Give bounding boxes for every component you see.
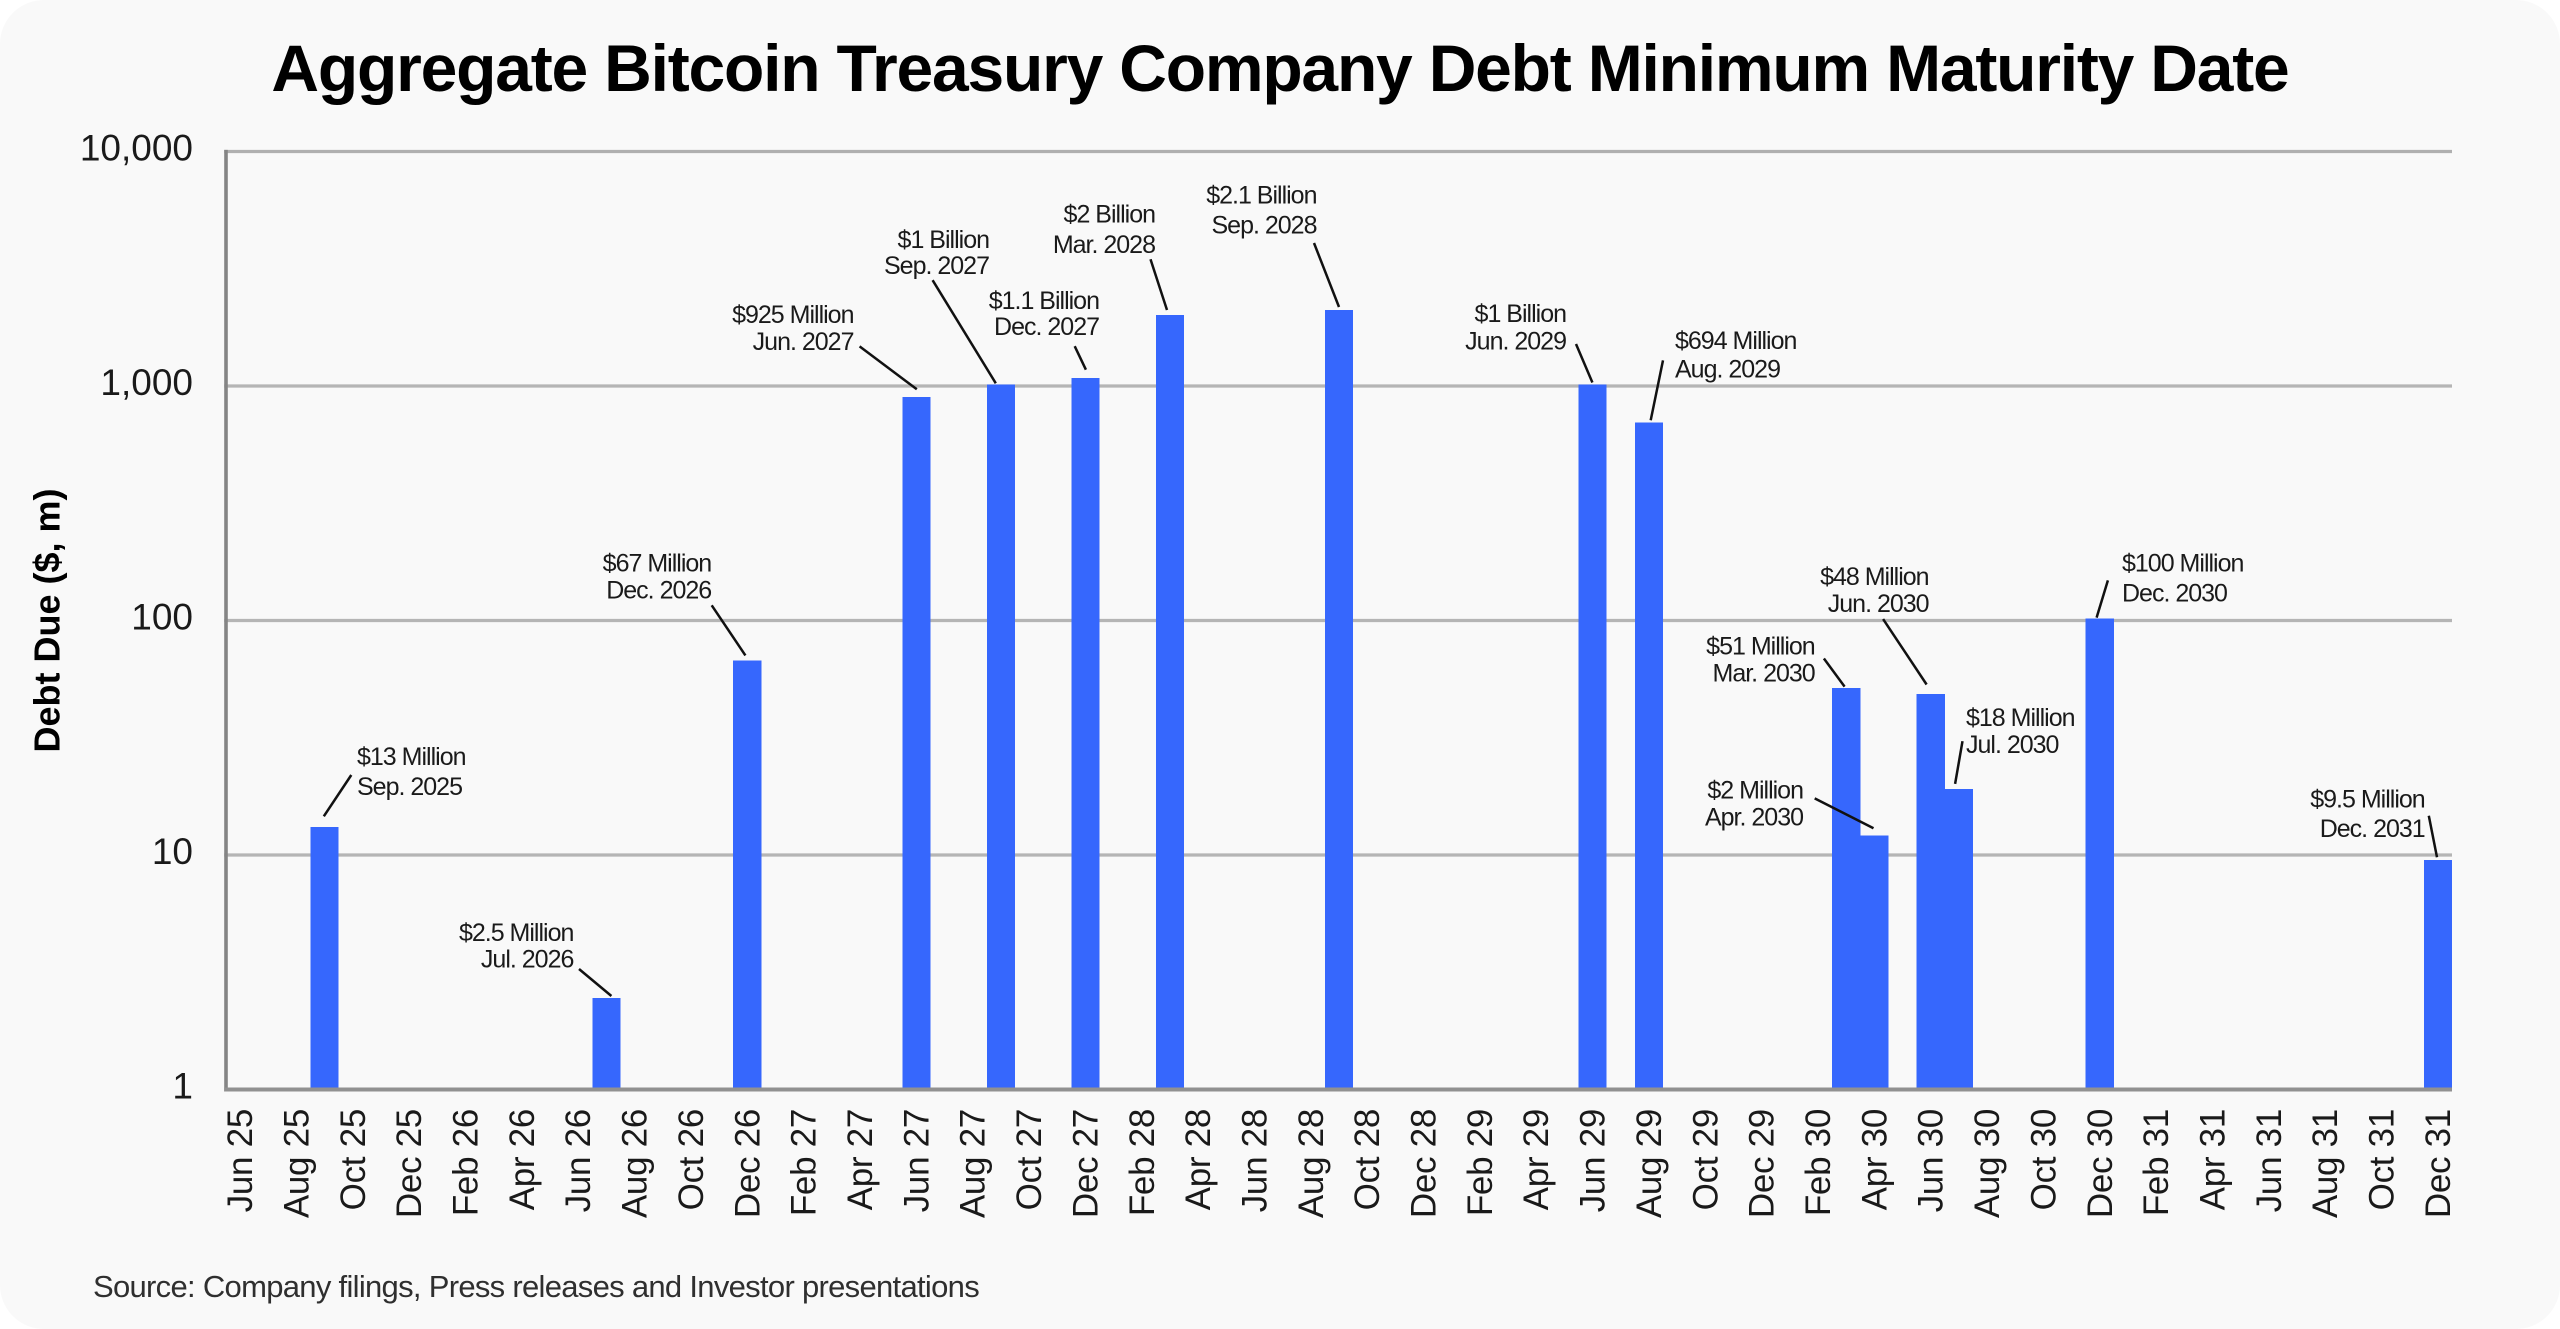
- svg-text:Jun 25: Jun 25: [221, 1109, 260, 1212]
- svg-text:$2 Million: $2 Million: [1707, 776, 1803, 804]
- svg-text:Dec 27: Dec 27: [1066, 1109, 1105, 1218]
- svg-text:Sep. 2027: Sep. 2027: [884, 252, 989, 280]
- svg-text:$2 Billion: $2 Billion: [1064, 201, 1156, 229]
- svg-text:Apr 26: Apr 26: [503, 1109, 542, 1210]
- svg-text:Feb 28: Feb 28: [1123, 1109, 1162, 1216]
- svg-text:Apr 27: Apr 27: [841, 1109, 880, 1210]
- svg-text:Feb 27: Feb 27: [785, 1109, 824, 1216]
- svg-text:Oct 29: Oct 29: [1686, 1109, 1725, 1210]
- svg-text:1: 1: [172, 1066, 193, 1107]
- svg-text:Debt Due ($, m): Debt Due ($, m): [27, 488, 68, 752]
- svg-text:$1.1 Billion: $1.1 Billion: [989, 287, 1099, 315]
- svg-text:Apr 29: Apr 29: [1517, 1109, 1556, 1210]
- svg-text:Jun 29: Jun 29: [1574, 1109, 1613, 1212]
- svg-text:Dec 26: Dec 26: [728, 1109, 767, 1218]
- svg-text:Aug. 2029: Aug. 2029: [1675, 356, 1780, 384]
- svg-text:Sep. 2028: Sep. 2028: [1212, 212, 1317, 240]
- svg-text:$2.5 Million: $2.5 Million: [459, 919, 574, 947]
- svg-text:$13 Million: $13 Million: [357, 743, 466, 771]
- svg-text:$67 Million: $67 Million: [603, 550, 712, 578]
- svg-text:$1 Billion: $1 Billion: [898, 226, 990, 254]
- svg-text:Apr 30: Apr 30: [1855, 1109, 1894, 1210]
- svg-text:Dec 25: Dec 25: [390, 1109, 429, 1218]
- svg-text:$51 Million: $51 Million: [1706, 632, 1815, 660]
- svg-text:Oct 27: Oct 27: [1010, 1109, 1049, 1210]
- svg-text:Oct 30: Oct 30: [2024, 1109, 2063, 1210]
- svg-text:Mar. 2028: Mar. 2028: [1053, 231, 1155, 259]
- svg-text:$18 Million: $18 Million: [1966, 704, 2075, 732]
- svg-text:Aug 31: Aug 31: [2306, 1109, 2345, 1218]
- svg-text:Jun 31: Jun 31: [2250, 1109, 2289, 1212]
- svg-text:$694 Million: $694 Million: [1675, 327, 1797, 355]
- svg-text:$925 Million: $925 Million: [732, 301, 854, 329]
- svg-text:$1 Billion: $1 Billion: [1475, 300, 1567, 328]
- svg-text:Oct 25: Oct 25: [334, 1109, 373, 1210]
- svg-text:Aug 28: Aug 28: [1292, 1109, 1331, 1218]
- svg-text:Jun 28: Jun 28: [1236, 1109, 1275, 1212]
- svg-text:10,000: 10,000: [80, 128, 193, 169]
- svg-text:Oct 28: Oct 28: [1348, 1109, 1387, 1210]
- svg-text:Feb 29: Feb 29: [1461, 1109, 1500, 1216]
- svg-text:Feb 26: Feb 26: [447, 1109, 486, 1216]
- svg-text:Aug 30: Aug 30: [1968, 1109, 2007, 1218]
- svg-text:$2.1 Billion: $2.1 Billion: [1206, 181, 1316, 209]
- svg-text:Apr 31: Apr 31: [2194, 1109, 2233, 1210]
- svg-text:Dec 28: Dec 28: [1405, 1109, 1444, 1218]
- svg-text:Jul. 2026: Jul. 2026: [481, 946, 574, 974]
- svg-text:Jul. 2030: Jul. 2030: [1966, 731, 2059, 759]
- svg-text:Mar. 2030: Mar. 2030: [1713, 660, 1815, 688]
- svg-text:Apr 28: Apr 28: [1179, 1109, 1218, 1210]
- svg-text:1,000: 1,000: [100, 362, 193, 403]
- svg-text:Jun 26: Jun 26: [559, 1109, 598, 1212]
- svg-text:Feb 31: Feb 31: [2137, 1109, 2176, 1216]
- svg-text:Apr. 2030: Apr. 2030: [1705, 803, 1803, 831]
- svg-text:Sep. 2025: Sep. 2025: [357, 773, 462, 801]
- svg-text:Dec 31: Dec 31: [2419, 1109, 2458, 1218]
- svg-text:$100 Million: $100 Million: [2122, 550, 2244, 578]
- svg-text:Source: Company filings, Press: Source: Company filings, Press releases …: [93, 1269, 979, 1304]
- svg-text:Dec. 2030: Dec. 2030: [2122, 580, 2227, 608]
- svg-text:Feb 30: Feb 30: [1799, 1109, 1838, 1216]
- svg-text:Aug 26: Aug 26: [616, 1109, 655, 1218]
- svg-text:Dec. 2031: Dec. 2031: [2320, 815, 2425, 843]
- svg-text:100: 100: [131, 597, 193, 638]
- svg-text:Dec 29: Dec 29: [1743, 1109, 1782, 1218]
- svg-text:Jun. 2027: Jun. 2027: [753, 328, 854, 356]
- svg-text:Dec 30: Dec 30: [2081, 1109, 2120, 1218]
- svg-text:Aug 27: Aug 27: [954, 1109, 993, 1218]
- svg-text:$9.5 Million: $9.5 Million: [2310, 786, 2425, 814]
- svg-text:Jun. 2030: Jun. 2030: [1828, 590, 1929, 618]
- svg-text:Jun 30: Jun 30: [1912, 1109, 1951, 1212]
- svg-text:Oct 31: Oct 31: [2363, 1109, 2402, 1210]
- svg-text:Jun. 2029: Jun. 2029: [1465, 328, 1566, 356]
- svg-text:$48 Million: $48 Million: [1820, 563, 1929, 591]
- svg-text:10: 10: [152, 831, 193, 872]
- svg-text:Aggregate Bitcoin Treasury Com: Aggregate Bitcoin Treasury Company Debt …: [271, 31, 2288, 105]
- svg-text:Dec. 2027: Dec. 2027: [994, 313, 1099, 341]
- svg-text:Jun 27: Jun 27: [897, 1109, 936, 1212]
- svg-text:Oct 26: Oct 26: [672, 1109, 711, 1210]
- svg-text:Aug 29: Aug 29: [1630, 1109, 1669, 1218]
- svg-text:Aug 25: Aug 25: [277, 1109, 316, 1218]
- svg-text:Dec. 2026: Dec. 2026: [606, 577, 711, 605]
